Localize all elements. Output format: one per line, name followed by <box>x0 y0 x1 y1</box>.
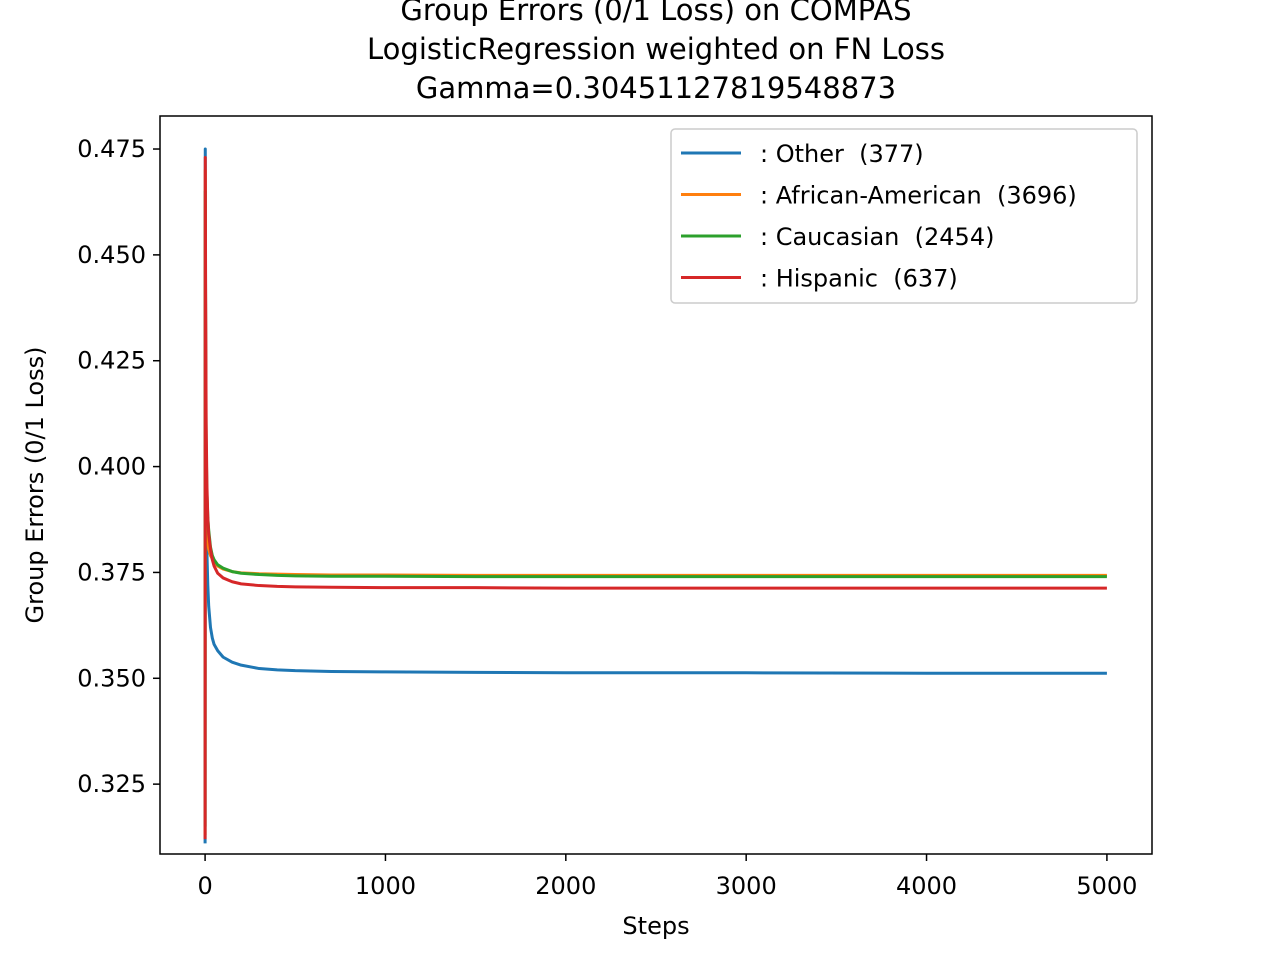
chart-title-line-2: LogisticRegression weighted on FN Loss <box>367 32 945 66</box>
x-tick-label: 1000 <box>355 872 416 900</box>
x-axis-ticks: 0 1000 2000 3000 4000 5000 <box>197 854 1137 900</box>
y-tick-label: 0.375 <box>77 558 146 586</box>
y-tick-label: 0.450 <box>77 241 146 269</box>
x-tick-label: 3000 <box>716 872 777 900</box>
legend-label-1: : Other (377) <box>760 140 924 168</box>
x-tick-label: 4000 <box>896 872 957 900</box>
x-tick-label: 5000 <box>1076 872 1137 900</box>
y-axis-label: Group Errors (0/1 Loss) <box>21 347 49 624</box>
y-tick-label: 0.400 <box>77 453 146 481</box>
legend: : Other (377) : African-American (3696) : … <box>670 128 1138 304</box>
x-tick-label: 0 <box>197 872 212 900</box>
x-tick-label: 2000 <box>535 872 596 900</box>
legend-label-2: : African-American (3696) <box>760 182 1077 210</box>
chart-title: Group Errors (0/1 Loss) on COMPAS Logist… <box>367 0 945 105</box>
y-tick-label: 0.475 <box>77 135 146 163</box>
y-tick-label: 0.350 <box>77 664 146 692</box>
y-tick-label: 0.325 <box>77 770 146 798</box>
chart-title-line-3: Gamma=0.30451127819548873 <box>416 71 896 105</box>
legend-label-4: : Hispanic (637) <box>760 265 958 293</box>
chart-title-line-1: Group Errors (0/1 Loss) on COMPAS <box>400 0 911 27</box>
legend-items: : Other (377) : African-American (3696) : … <box>681 140 1077 293</box>
x-axis-label: Steps <box>622 912 689 940</box>
legend-box <box>670 128 1138 304</box>
plot-lines <box>203 147 1107 844</box>
legend-label-3: : Caucasian (2454) <box>760 223 994 251</box>
plot-frame <box>159 115 1153 855</box>
series-line-4 <box>203 155 1107 840</box>
y-axis-ticks: 0.325 0.350 0.375 0.400 0.425 0.450 0.475 <box>77 135 160 798</box>
y-tick-label: 0.425 <box>77 347 146 375</box>
